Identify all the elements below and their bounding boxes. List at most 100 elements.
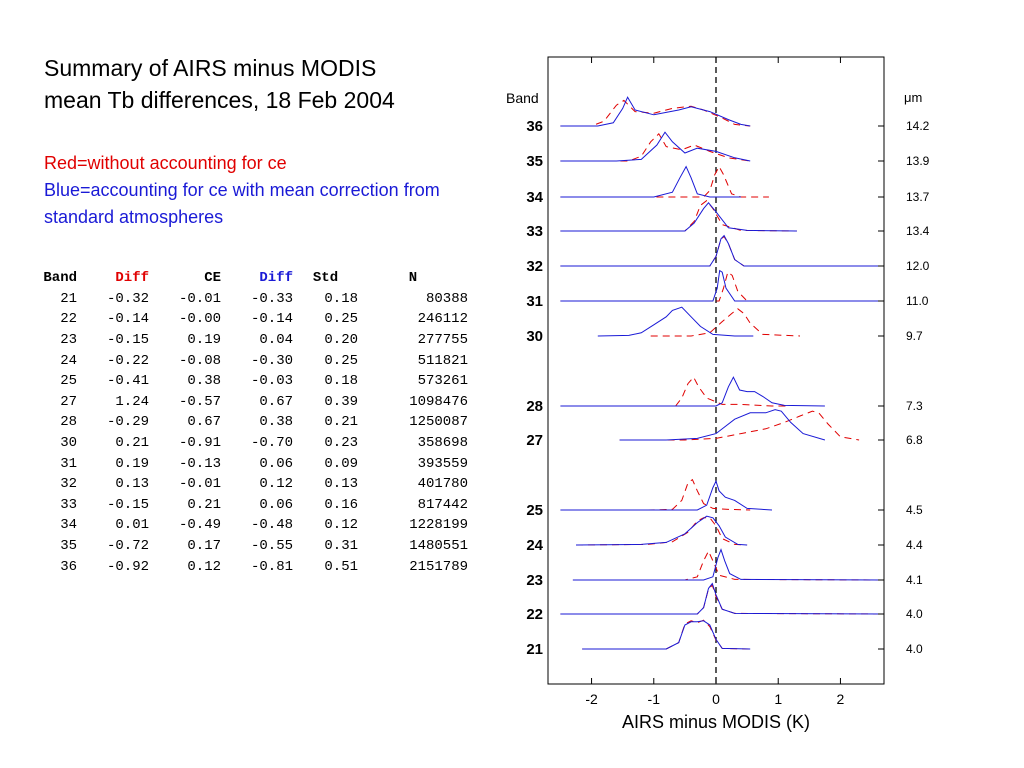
table-cell: 0.23 [324, 435, 358, 452]
header-n: N [408, 270, 418, 287]
wavelength-label: 12.0 [906, 259, 930, 273]
band-number-label: 32 [526, 258, 543, 275]
band-number-label: 34 [526, 189, 543, 206]
header-ce: CE [204, 270, 221, 287]
table-cell: 393559 [417, 455, 468, 472]
table-cell: 0.38 [259, 414, 293, 431]
x-tick-label: -2 [585, 691, 598, 707]
table-cell: -0.48 [250, 517, 293, 534]
table-cell: 28 [60, 414, 77, 431]
title-line-1: Summary of AIRS minus MODIS [44, 55, 377, 81]
table-body: 21 -0.32 -0.01 -0.33 0.18 80388 22 -0.14 -0.00 -0… [27, 289, 468, 577]
table-cell: 0.39 [324, 393, 358, 410]
red-curve-band-30 [650, 308, 801, 337]
blue-curve-band-23 [572, 548, 885, 581]
table-row: 22 -0.14 -0.00 -0.14 0.25 246112 [27, 309, 468, 330]
table-cell: 0.09 [324, 455, 358, 472]
wavelength-label: 4.0 [906, 607, 923, 621]
red-curve-band-21 [582, 619, 751, 650]
table-cell: 0.21 [187, 496, 221, 513]
header-diff-red: Diff [115, 270, 149, 287]
wavelength-unit-header: μm [904, 90, 922, 105]
table-row: 32 0.13 -0.01 0.12 0.13 401780 [27, 474, 468, 495]
wavelength-label: 4.0 [906, 642, 923, 656]
table-header-row: Band Diff CE Diff Std N [27, 268, 468, 289]
table-cell: 0.25 [324, 311, 358, 328]
table-cell: 0.38 [187, 373, 221, 390]
table-cell: -0.57 [178, 393, 221, 410]
blue-curve-band-21 [582, 620, 751, 650]
table-cell: -0.29 [106, 414, 149, 431]
table-cell: 1480551 [409, 538, 468, 555]
table-cell: 1.24 [115, 393, 149, 410]
table-cell: 35 [60, 538, 77, 555]
table-cell: 0.12 [324, 517, 358, 534]
table-cell: -0.72 [106, 538, 149, 555]
table-cell: 2151789 [409, 558, 468, 575]
red-curve-band-34 [560, 165, 769, 198]
table-cell: 36 [60, 558, 77, 575]
blue-curve-band-31 [560, 269, 884, 302]
table-cell: 246112 [417, 311, 468, 328]
band-number-label: 24 [526, 537, 543, 554]
table-row: 30 0.21 -0.91 -0.70 0.23 358698 [27, 433, 468, 454]
table-cell: 0.12 [187, 558, 221, 575]
table-cell: 0.21 [324, 414, 358, 431]
table-row: 23 -0.15 0.19 0.04 0.20 277755 [27, 330, 468, 351]
wavelength-label: 11.0 [906, 294, 929, 308]
table-cell: 32 [60, 476, 77, 493]
table-cell: -0.08 [178, 352, 221, 369]
table-cell: 0.67 [187, 414, 221, 431]
table-cell: 0.31 [324, 538, 358, 555]
red-legend-note: Red=without accounting for ce [44, 153, 287, 173]
table-cell: 573261 [417, 373, 468, 390]
blue-curve-band-30 [597, 306, 754, 337]
table-cell: 23 [60, 332, 77, 349]
table-cell: -0.14 [250, 311, 293, 328]
offset-histogram-chart: -2 -1 0 1 2 36 14.2 35 13.9 34 13.7 33 13.4 32 12.0 31… [506, 56, 930, 732]
table-row: 33 -0.15 0.21 0.06 0.16 817442 [27, 495, 468, 516]
red-curve-band-23 [572, 550, 885, 581]
table-cell: 0.17 [187, 538, 221, 555]
blue-curve-band-36 [560, 96, 751, 127]
table-cell: -0.22 [106, 352, 149, 369]
wavelength-label: 4.1 [906, 573, 923, 587]
header-band: Band [43, 270, 77, 287]
table-cell: 0.16 [324, 496, 358, 513]
table-row: 21 -0.32 -0.01 -0.33 0.18 80388 [27, 289, 468, 310]
table-cell: -0.33 [250, 290, 293, 307]
blue-curve-band-24 [575, 515, 748, 546]
table-cell: 31 [60, 455, 77, 472]
table-cell: -0.13 [178, 455, 221, 472]
wavelength-label: 7.3 [906, 399, 923, 413]
table-cell: -0.15 [106, 496, 149, 513]
band-number-label: 27 [526, 432, 543, 449]
band-labels: 36 14.2 35 13.9 34 13.7 33 13.4 32 12.0 31 11.0 30 9.… [526, 118, 929, 658]
table-cell: 27 [60, 393, 77, 410]
table-cell: 80388 [425, 290, 468, 307]
table-row: 35 -0.72 0.17 -0.55 0.31 1480551 [27, 536, 468, 557]
wavelength-label: 14.2 [906, 119, 930, 133]
table-cell: 0.06 [259, 496, 293, 513]
table-cell: 0.67 [259, 393, 293, 410]
table-cell: 30 [60, 435, 77, 452]
blue-curve-band-33 [560, 202, 797, 232]
table-cell: 25 [60, 373, 77, 390]
table-row: 28 -0.29 0.67 0.38 0.21 1250087 [27, 412, 468, 433]
band-number-label: 33 [526, 223, 543, 240]
red-curve-band-31 [560, 271, 884, 302]
table-cell: -0.92 [106, 558, 149, 575]
red-curve-band-24 [575, 517, 748, 546]
table-cell: 0.18 [324, 290, 358, 307]
table-cell: -0.41 [106, 373, 149, 390]
table-cell: -0.01 [178, 290, 221, 307]
band-number-label: 36 [526, 118, 543, 135]
blue-legend-note: Blue=accounting for ce with mean correct… [44, 180, 440, 227]
table-cell: 21 [60, 290, 77, 307]
band-header: Band [506, 90, 539, 106]
header-diff-blue: Diff [259, 270, 293, 287]
red-curve-band-35 [560, 132, 751, 162]
table-cell: -0.91 [178, 435, 221, 452]
table-row: 36 -0.92 0.12 -0.81 0.51 2151789 [27, 556, 468, 577]
table-cell: 0.19 [187, 332, 221, 349]
